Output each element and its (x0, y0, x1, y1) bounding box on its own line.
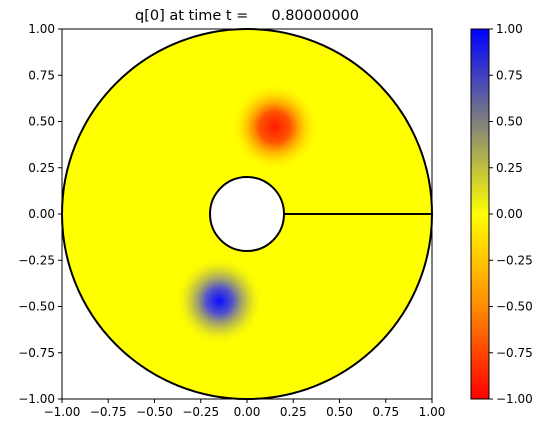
y-tick-label: 0.25 (28, 161, 55, 175)
plot-area: −1.00 −0.75 −0.50 −0.25 0.00 0.25 0.50 0.75 1.00… (18, 22, 445, 419)
y-tick-label: 0.75 (28, 68, 55, 82)
x-tick-label: 0.75 (372, 405, 399, 419)
colorbar-ticks: −1.00 −0.75 −0.50 −0.25 0.00 0.25 0.50 0.75 1.00 (489, 22, 533, 406)
colorbar-tick-label: 0.00 (496, 207, 523, 221)
colorbar-tick-label: −1.00 (496, 392, 533, 406)
y-tick-label: −0.25 (18, 253, 55, 267)
colorbar: −1.00 −0.75 −0.50 −0.25 0.00 0.25 0.50 0.75 1.00 (470, 22, 533, 406)
colorbar-tick-label: 0.75 (496, 68, 523, 82)
colorbar-tick-label: 0.25 (496, 161, 523, 175)
blob-negative (230, 82, 320, 172)
colorbar-tick-label: −0.25 (496, 253, 533, 267)
y-tick-label: 1.00 (28, 22, 55, 36)
x-tick-label: −0.75 (90, 405, 127, 419)
chart-title: q[0] at time t = 0.80000000 (135, 8, 359, 24)
colorbar-tick-label: −0.50 (496, 300, 533, 314)
colorbar-tick-label: −0.75 (496, 346, 533, 360)
x-tick-label: 0.00 (234, 405, 261, 419)
y-tick-label: 0.50 (28, 115, 55, 129)
y-tick-label: −1.00 (18, 392, 55, 406)
x-tick-label: 0.25 (280, 405, 307, 419)
x-tick-label: 1.00 (419, 405, 446, 419)
y-axis-ticks: −1.00 −0.75 −0.50 −0.25 0.00 0.25 0.50 0.75 1.00 (18, 22, 62, 406)
y-tick-label: −0.50 (18, 300, 55, 314)
inner-hole (209, 176, 285, 252)
x-tick-label: −0.50 (136, 405, 173, 419)
y-tick-label: 0.00 (28, 207, 55, 221)
y-tick-label: −0.75 (18, 346, 55, 360)
colorbar-tick-label: 1.00 (496, 22, 523, 36)
colorbar-tick-label: 0.50 (496, 115, 523, 129)
colorbar-fill (471, 29, 489, 399)
x-tick-label: −1.00 (44, 405, 81, 419)
x-axis-ticks: −1.00 −0.75 −0.50 −0.25 0.00 0.25 0.50 0.75 1.00 (44, 399, 446, 419)
blob-positive (174, 256, 264, 346)
x-tick-label: −0.25 (182, 405, 219, 419)
x-tick-label: 0.50 (326, 405, 353, 419)
